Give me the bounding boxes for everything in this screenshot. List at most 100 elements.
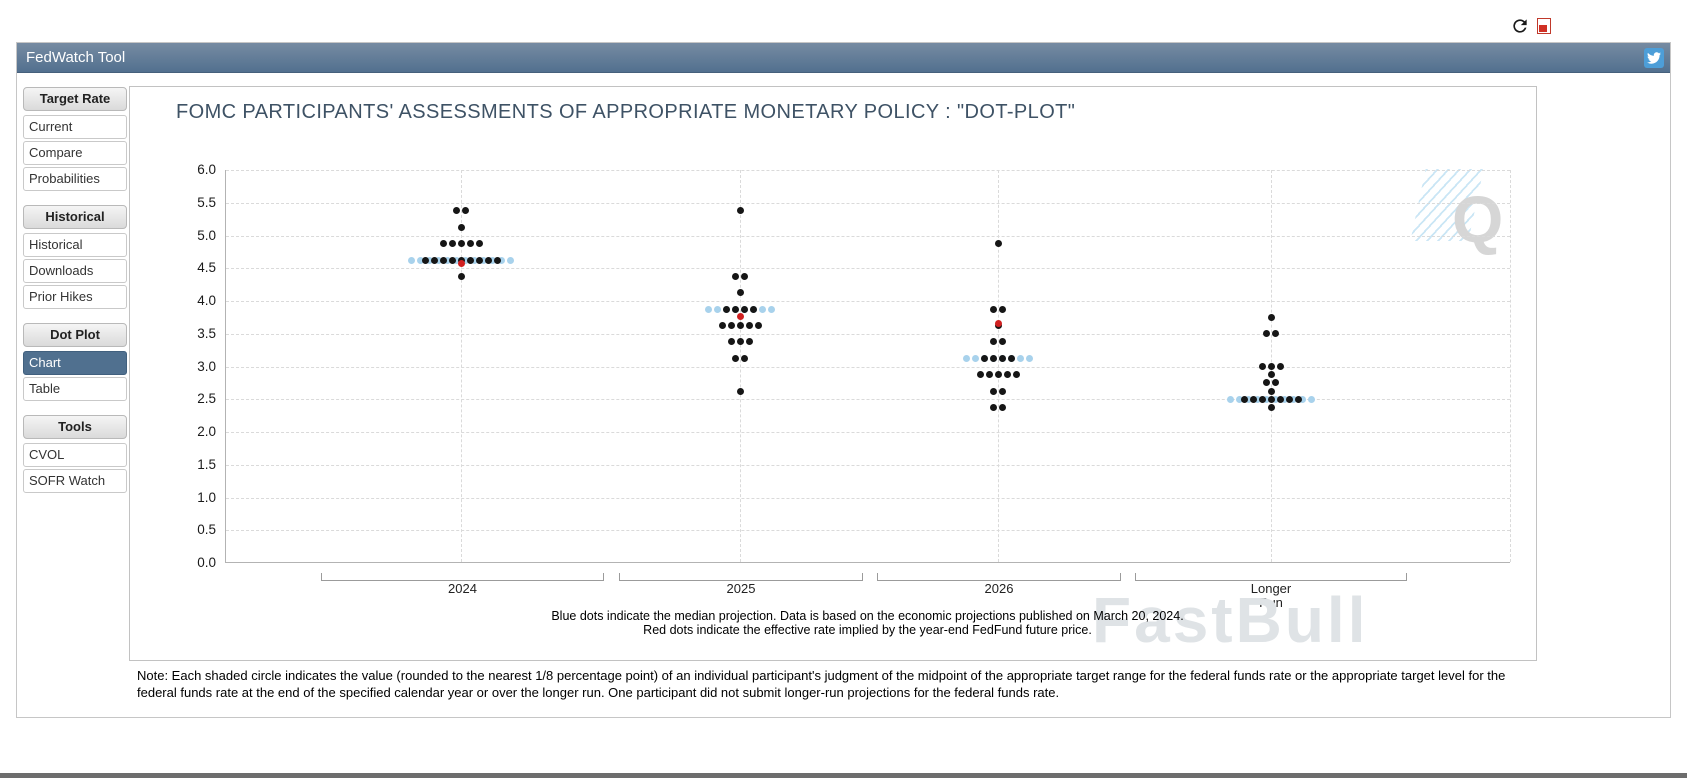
participant-dot [990,338,997,346]
participant-dot [1272,330,1279,338]
participant-dot [999,305,1006,313]
x-axis-bracket [321,573,604,581]
footnote: Note: Each shaded circle indicates the v… [137,668,1506,700]
participant-dot [475,240,483,248]
participant-dot [421,256,429,264]
participant-dot [994,240,1002,248]
y-axis-tick-label: 4.5 [197,260,216,276]
sidebar-item-current[interactable]: Current [23,115,127,139]
sidebar-item-compare[interactable]: Compare [23,141,127,165]
header-bar: FedWatch Tool [17,43,1670,73]
chart-caption: Blue dots indicate the median projection… [225,609,1510,637]
participant-dot [727,322,735,330]
gridline-horizontal [226,497,1510,499]
participant-dot [1249,395,1257,403]
participant-dot [741,272,748,280]
sidebar-item-historical[interactable]: Historical [23,233,127,257]
participant-dot [736,322,744,330]
gridline-horizontal [226,432,1510,433]
sidebar-item-chart[interactable]: Chart [23,351,127,375]
participant-dot [1267,371,1275,379]
participant-dot [439,256,447,264]
median-dot [963,354,970,362]
participant-dot [1267,395,1275,403]
pdf-icon-mark [1539,25,1547,32]
y-axis-tick-label: 3.0 [197,358,216,374]
participant-dot [990,403,997,411]
y-axis-tick-label: 1.5 [197,456,216,472]
participant-dot [981,354,988,362]
participant-dot [493,256,501,264]
median-dot [1254,395,1261,403]
sidebar-item-downloads[interactable]: Downloads [23,259,127,283]
browser-action-icons [1510,16,1551,36]
sidebar-group: Target Rate Current Compare Probabilitie… [23,87,127,191]
participant-dot [1258,363,1266,370]
participant-dot [723,305,730,313]
y-axis-tick-label: 5.0 [197,227,216,243]
gridline-horizontal [226,530,1510,532]
participant-dot [1294,395,1302,403]
sidebar-item-probabilities[interactable]: Probabilities [23,167,127,191]
participant-dot [745,322,753,330]
x-axis-bracket [877,573,1121,581]
median-dot [1308,395,1315,403]
x-axis-category-label: 2026 [984,581,1014,596]
gridline-horizontal [226,235,1510,237]
median-dot [1236,395,1243,403]
y-axis-tick-label: 0.5 [197,522,216,538]
participant-dot [1267,387,1275,395]
median-dot [498,256,505,264]
gridline-vertical [1510,170,1511,562]
participant-dot [457,256,465,264]
median-dot [972,354,979,362]
participant-dot [990,354,997,362]
sidebar-item-cvol[interactable]: CVOL [23,443,127,467]
sidebar-group: Historical Historical Downloads Prior Hi… [23,205,127,309]
participant-dot [999,403,1006,411]
gridline-horizontal [226,268,1510,270]
participant-dot [976,371,984,379]
fedwatch-frame: FedWatch Tool Target Rate Current Compar… [16,42,1671,718]
sidebar-item-sofr-watch[interactable]: SOFR Watch [23,469,127,493]
median-dot [1227,395,1234,403]
participant-dot [718,322,726,330]
chart-panel: Q FOMC PARTICIPANTS' ASSESSMENTS OF APPR… [129,86,1537,661]
participant-dot [1258,395,1266,403]
median-dot [759,305,766,313]
dot-plot-chart: 0.0 0.5 1.0 1.5 2.0 2.5 3.0 3.5 4.0 4.5 5.0 5.5 6.0 2… [197,162,1511,610]
participant-dot [1285,395,1293,403]
participant-dot [732,354,739,362]
median-dot [453,256,460,264]
participant-dot [448,240,456,248]
participant-dot [457,223,465,231]
median-dot [444,256,451,264]
sidebar-item-prior-hikes[interactable]: Prior Hikes [23,285,127,309]
chart-title: FOMC PARTICIPANTS' ASSESSMENTS OF APPROP… [176,101,1076,123]
sidebar-group: Dot Plot Chart Table [23,323,127,401]
median-dot [417,256,424,264]
pdf-icon[interactable] [1537,18,1551,34]
participant-dot [732,272,739,280]
sidebar-group-target-rate: Target Rate [23,87,127,111]
participant-dot [745,338,753,346]
gridline-horizontal [226,366,1510,368]
gridline-horizontal [226,301,1510,302]
sidebar-group-tools: Tools [23,415,127,439]
twitter-icon[interactable] [1644,48,1664,68]
participant-dot [741,305,748,313]
median-dot [705,305,712,313]
sidebar-item-table[interactable]: Table [23,377,127,401]
median-dot [408,256,415,264]
y-axis-tick-label: 4.0 [197,293,216,308]
gridline-horizontal [226,202,1510,204]
participant-dot [736,207,744,215]
participant-dot [999,354,1006,362]
app-title: FedWatch Tool [26,49,126,66]
participant-dot [741,354,748,362]
y-axis-tick-label: 0.0 [197,555,216,570]
participant-dot [466,240,474,248]
refresh-icon[interactable] [1510,16,1530,36]
participant-dot [732,305,739,313]
